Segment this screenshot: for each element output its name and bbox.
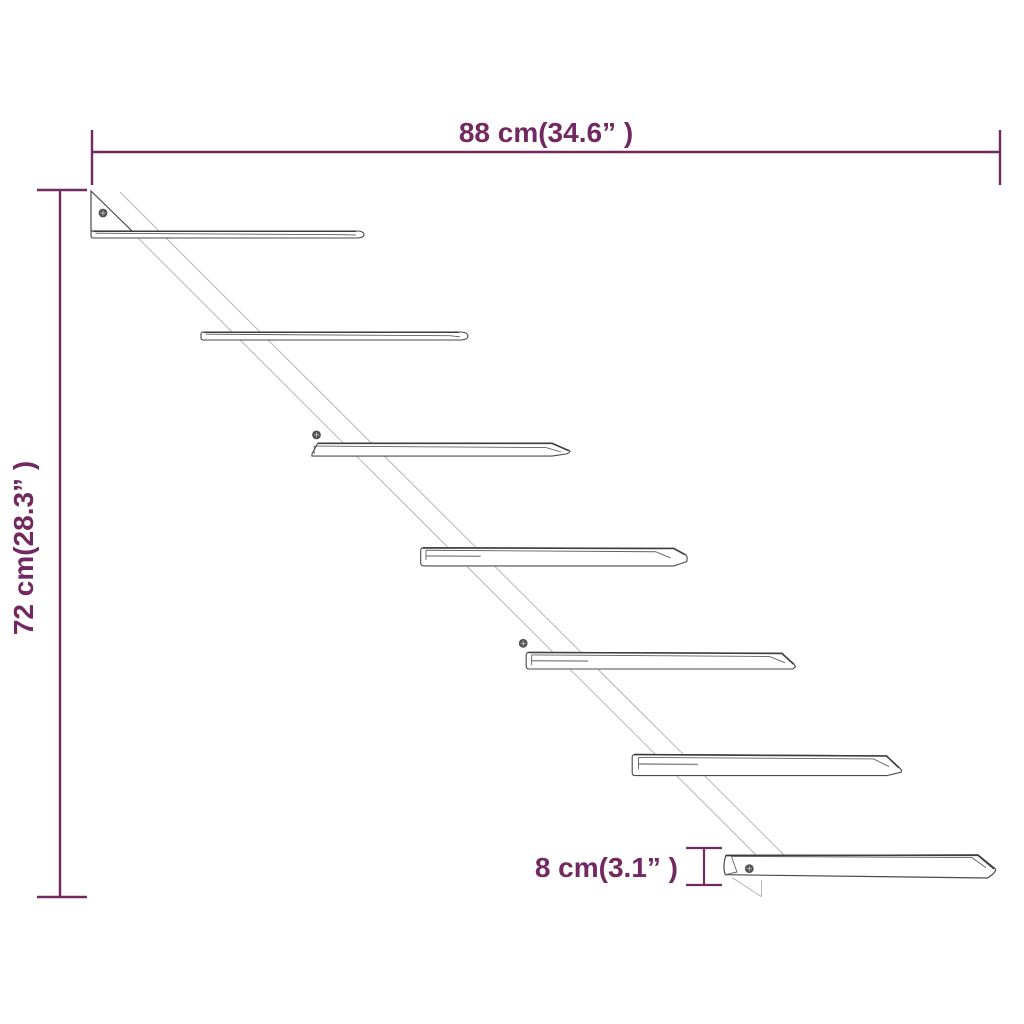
svg-text:72 cm(28.3” ): 72 cm(28.3” ) <box>8 461 39 635</box>
svg-text:88 cm(34.6” ): 88 cm(34.6” ) <box>459 117 633 148</box>
svg-text:8 cm(3.1” ): 8 cm(3.1” ) <box>535 852 678 883</box>
